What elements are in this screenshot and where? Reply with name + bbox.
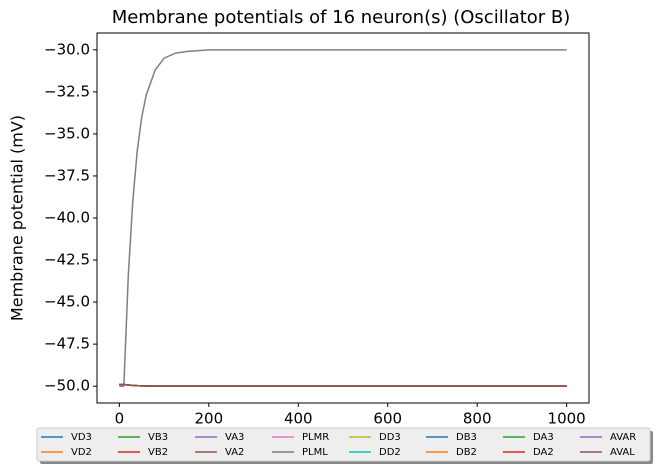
y-tick-label: −30.0 [44,40,90,58]
y-axis-label: Membrane potential (mV) [8,115,27,321]
legend-label: DA2 [533,447,554,458]
y-tick-label: −47.5 [44,335,90,353]
y-tick-label: −50.0 [44,377,90,395]
x-tick-label: 200 [194,410,223,428]
legend-label: DD2 [379,447,401,458]
legend-label: DB2 [456,447,477,458]
legend-label: DB3 [456,432,477,443]
x-tick-label: 1000 [548,410,586,428]
y-tick-label: −32.5 [44,82,90,100]
series-line [119,49,567,387]
legend-label: AVAL [610,447,635,458]
legend-label: VB2 [148,447,168,458]
x-tick-label: 400 [284,410,313,428]
legend-label: DA3 [533,432,554,443]
x-tick-label: 0 [115,410,125,428]
legend-label: VD3 [71,432,92,443]
legend-label: PLMR [302,432,329,443]
chart-title: Membrane potentials of 16 neuron(s) (Osc… [112,7,571,28]
legend-label: VD2 [71,447,92,458]
y-tick-label: −37.5 [44,166,90,184]
y-tick-label: −40.0 [44,209,90,227]
legend-box [36,427,651,462]
x-tick-label: 600 [373,410,402,428]
legend-label: PLML [302,447,328,458]
legend-label: DD3 [379,432,401,443]
y-tick-label: −35.0 [44,124,90,142]
y-tick-label: −45.0 [44,293,90,311]
series-line [119,383,567,387]
y-tick-label: −42.5 [44,251,90,269]
legend-label: VA3 [225,432,244,443]
plot-frame [96,32,590,404]
x-tick-label: 800 [463,410,492,428]
legend-label: VB3 [148,432,168,443]
legend-label: VA2 [225,447,244,458]
legend-label: AVAR [610,432,636,443]
